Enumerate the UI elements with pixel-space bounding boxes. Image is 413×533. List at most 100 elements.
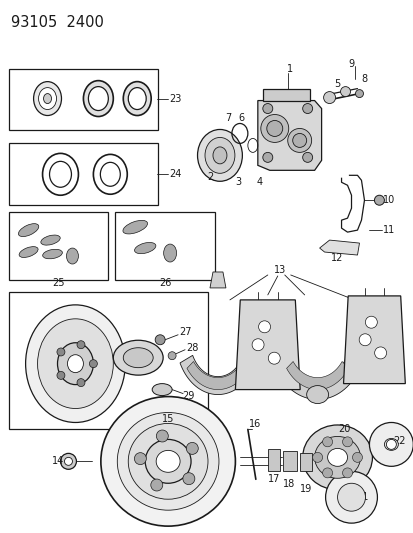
Ellipse shape — [38, 87, 56, 109]
Ellipse shape — [19, 247, 38, 257]
Ellipse shape — [152, 384, 172, 395]
Bar — [299, 454, 311, 471]
Ellipse shape — [19, 224, 39, 237]
Ellipse shape — [128, 424, 207, 499]
Ellipse shape — [43, 249, 62, 259]
Text: 29: 29 — [181, 391, 194, 401]
Text: 15: 15 — [161, 415, 174, 424]
Circle shape — [355, 90, 363, 98]
Circle shape — [252, 339, 263, 351]
Text: 9: 9 — [348, 59, 354, 69]
Polygon shape — [272, 353, 362, 400]
Polygon shape — [319, 240, 358, 255]
Circle shape — [57, 372, 65, 379]
Ellipse shape — [41, 235, 60, 245]
Ellipse shape — [384, 439, 397, 450]
Circle shape — [57, 348, 65, 356]
Text: 16: 16 — [248, 419, 260, 430]
Ellipse shape — [123, 220, 147, 234]
Text: 26: 26 — [159, 278, 171, 288]
Bar — [115, 212, 214, 280]
Text: 6: 6 — [238, 114, 244, 124]
Text: 8: 8 — [361, 74, 367, 84]
Circle shape — [358, 334, 370, 346]
Circle shape — [77, 378, 85, 386]
Ellipse shape — [163, 244, 176, 262]
Text: 7: 7 — [224, 114, 230, 124]
Circle shape — [340, 86, 350, 96]
Circle shape — [268, 352, 280, 364]
Ellipse shape — [83, 80, 113, 117]
Circle shape — [312, 453, 322, 462]
Text: 11: 11 — [382, 225, 394, 235]
Polygon shape — [262, 88, 309, 101]
Text: 3: 3 — [234, 177, 240, 187]
Text: 12: 12 — [330, 253, 343, 263]
Text: 4: 4 — [256, 177, 262, 187]
Circle shape — [302, 103, 312, 114]
Ellipse shape — [314, 437, 360, 478]
Text: 20: 20 — [337, 424, 350, 434]
Text: 25: 25 — [52, 278, 64, 288]
Circle shape — [64, 457, 72, 465]
Circle shape — [322, 437, 332, 447]
Bar — [267, 449, 279, 471]
Polygon shape — [187, 361, 248, 390]
Ellipse shape — [33, 82, 62, 116]
Text: 5: 5 — [334, 78, 340, 88]
Circle shape — [368, 423, 412, 466]
Ellipse shape — [306, 385, 328, 403]
Circle shape — [262, 152, 272, 163]
Polygon shape — [343, 296, 404, 384]
Text: 27: 27 — [178, 327, 191, 337]
Polygon shape — [180, 356, 255, 394]
Bar — [9, 292, 207, 430]
Ellipse shape — [67, 354, 83, 373]
Ellipse shape — [123, 348, 153, 368]
Circle shape — [183, 473, 195, 484]
Circle shape — [385, 439, 395, 449]
Text: 2: 2 — [206, 172, 213, 182]
Ellipse shape — [66, 248, 78, 264]
Polygon shape — [209, 272, 225, 288]
Bar — [282, 451, 296, 471]
Ellipse shape — [113, 340, 163, 375]
Circle shape — [337, 483, 365, 511]
Text: 93105  2400: 93105 2400 — [11, 15, 103, 30]
Ellipse shape — [204, 138, 234, 173]
Bar — [9, 69, 158, 131]
Circle shape — [134, 453, 146, 465]
Circle shape — [60, 454, 76, 470]
Ellipse shape — [156, 450, 180, 472]
Text: 14: 14 — [52, 456, 64, 466]
Ellipse shape — [212, 147, 226, 164]
Circle shape — [302, 152, 312, 163]
Ellipse shape — [128, 87, 146, 109]
Circle shape — [373, 195, 384, 205]
Ellipse shape — [302, 425, 372, 490]
Text: 13: 13 — [273, 265, 285, 275]
Text: 18: 18 — [282, 479, 294, 489]
Text: 1: 1 — [286, 63, 292, 74]
Text: 28: 28 — [185, 343, 198, 353]
Ellipse shape — [197, 130, 242, 181]
Ellipse shape — [134, 243, 156, 254]
Circle shape — [156, 430, 168, 442]
Circle shape — [77, 341, 85, 349]
Text: 19: 19 — [299, 484, 311, 494]
Text: 23: 23 — [169, 94, 181, 103]
Circle shape — [155, 335, 165, 345]
Ellipse shape — [145, 439, 190, 483]
Circle shape — [260, 115, 288, 142]
Circle shape — [266, 120, 282, 136]
Ellipse shape — [327, 448, 347, 466]
Polygon shape — [235, 300, 299, 390]
Circle shape — [322, 468, 332, 478]
Circle shape — [89, 360, 97, 368]
Circle shape — [365, 316, 376, 328]
Ellipse shape — [57, 343, 93, 385]
Circle shape — [342, 468, 351, 478]
Polygon shape — [286, 361, 348, 390]
Ellipse shape — [117, 413, 218, 510]
Bar — [9, 143, 158, 205]
